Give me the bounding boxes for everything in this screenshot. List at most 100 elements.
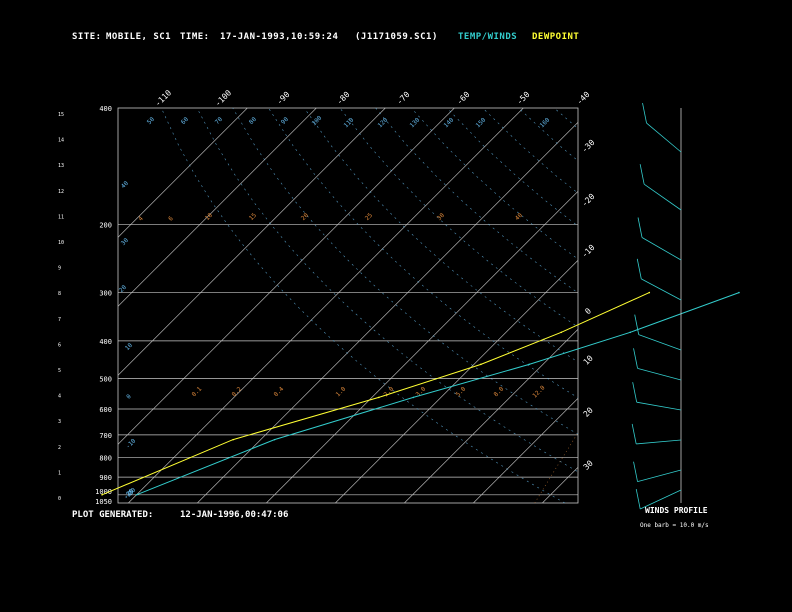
- winds-profile-title: WINDS PROFILE: [645, 506, 708, 515]
- mixing-ratio-label: 4: [137, 215, 145, 223]
- dewpoint-point: [232, 438, 234, 441]
- mixing-ratio-label: 6: [167, 215, 175, 223]
- pressure-label: 400: [99, 338, 112, 346]
- mixing-ratio-label: 0.4: [273, 385, 286, 398]
- dry-adiabat-label: 90: [280, 116, 290, 126]
- wind-barb-flag: [634, 314, 640, 335]
- winds-profile: [631, 102, 682, 510]
- dry-adiabat-line: [268, 108, 578, 399]
- altitude-tick-label: 13: [58, 163, 64, 169]
- wind-barb-shaft: [646, 122, 682, 153]
- isotherm-line: [118, 108, 317, 307]
- dry-adiabat-line: [232, 108, 578, 435]
- dry-adiabat-label: 120: [377, 116, 390, 129]
- altitude-tick-label: 5: [58, 368, 61, 374]
- isotherm-line: [680, 108, 792, 503]
- altitude-tick-label: 15: [58, 112, 64, 118]
- dry-adiabat-label: 50: [146, 116, 156, 126]
- wind-barb-shaft: [636, 401, 682, 411]
- right-temp-tick-label: 30: [582, 459, 595, 472]
- isotherm-line: [118, 108, 248, 238]
- right-temp-tick-label: 0: [583, 306, 593, 316]
- dewpoint-point: [378, 396, 380, 399]
- dry-adiabat-label: 130: [409, 116, 422, 129]
- altitude-tick-label: 12: [58, 189, 64, 195]
- right-temp-tick-label: -10: [580, 243, 597, 260]
- top-temp-tick-label: -100: [213, 88, 233, 108]
- wind-barb-flag: [635, 488, 641, 510]
- altitude-tick-label: 0: [58, 496, 61, 502]
- dry-adiabat-label: 10: [124, 342, 134, 352]
- dry-adiabat-label: 80: [248, 116, 258, 126]
- mixing-ratio-label: 1.0: [335, 385, 348, 398]
- pressure-label: 900: [99, 474, 112, 482]
- dewpoint-line: [101, 292, 650, 496]
- top-temp-tick-label: -60: [455, 90, 472, 107]
- top-temp-tick-label: -80: [335, 90, 352, 107]
- wind-barb-flag: [639, 164, 645, 185]
- isotherm-line: [128, 108, 524, 503]
- dewpoint-series: [101, 291, 651, 496]
- plot-generated-value: 12-JAN-1996,00:47:06: [180, 510, 289, 520]
- dry-adiabat-line: [161, 108, 566, 503]
- mixing-ratio-label: 8.0: [493, 385, 506, 398]
- pressure-label: 300: [99, 290, 112, 298]
- isotherm-line: [542, 466, 578, 503]
- dry-adiabat-line: [303, 108, 578, 363]
- top-temp-tick-label: -110: [153, 88, 173, 108]
- altitude-tick-label: 10: [58, 240, 64, 246]
- pressure-label: 700: [99, 432, 112, 440]
- mixing-ratio-label: 2.0: [383, 385, 396, 398]
- winds-profile-note: One barb = 10.0 m/s: [640, 522, 709, 529]
- dry-adiabat-label: 150: [475, 116, 488, 129]
- dry-adiabat-label: -10: [125, 437, 138, 450]
- pressure-label: 600: [99, 406, 112, 414]
- plot-frame: [117, 107, 579, 504]
- wind-barb-shaft: [637, 469, 682, 483]
- dry-adiabat-label: 0: [125, 393, 133, 401]
- dry-adiabat-line: [411, 108, 578, 260]
- altitude-tick-label: 14: [58, 138, 64, 144]
- wind-barb-shaft: [637, 367, 682, 381]
- mixing-ratio-line: [534, 432, 578, 503]
- right-temp-tick-label: -20: [580, 192, 597, 209]
- temperature-point: [738, 291, 740, 294]
- dewpoint-point: [560, 331, 563, 334]
- altitude-tick-label: 3: [58, 419, 61, 425]
- dry-adiabat-line: [697, 108, 792, 503]
- mixing-ratio-label: 0.1: [191, 385, 204, 398]
- dry-adiabat-label: 60: [180, 116, 190, 126]
- altitude-tick-label: 11: [58, 214, 64, 220]
- site-label: SITE:: [72, 32, 102, 42]
- mixing-ratio-label: 5.0: [455, 385, 468, 398]
- wind-barb-flag: [632, 382, 638, 403]
- legend-dewpoint: DEWPOINT: [532, 32, 580, 42]
- mixing-ratio-label: 0.2: [231, 385, 244, 398]
- dry-adiabat-label: 70: [214, 116, 224, 126]
- altitude-tick-label: 1: [58, 470, 61, 476]
- isotherm-line: [266, 190, 578, 503]
- pressure-label: 400: [99, 105, 112, 113]
- top-temp-tick-label: -40: [575, 90, 592, 107]
- temperature-point: [412, 396, 415, 399]
- chart-labels: 4002003004005006007008009001000105015141…: [58, 88, 597, 506]
- right-temp-tick-label: -30: [580, 138, 597, 155]
- mixing-ratio-line: [764, 345, 792, 503]
- dewpoint-point: [480, 363, 482, 366]
- pressure-label: 800: [99, 454, 112, 462]
- time-value: 17-JAN-1993,10:59:24: [220, 32, 339, 42]
- isotherm-line: [118, 108, 455, 445]
- isotherm-line: [335, 259, 578, 503]
- dry-adiabat-line: [769, 108, 792, 503]
- legend-temp-winds: TEMP/WINDS: [458, 32, 518, 42]
- mixing-ratio-label: 12.0: [531, 384, 546, 399]
- wind-barb-shaft: [641, 237, 682, 261]
- temperature-line: [136, 292, 740, 496]
- pressure-label: 1000: [95, 488, 112, 496]
- wind-barb-flag: [637, 217, 643, 238]
- altitude-tick-label: 4: [58, 394, 61, 400]
- isotherm-line: [118, 108, 386, 376]
- right-temp-tick-label: 20: [582, 406, 595, 419]
- dewpoint-point: [648, 291, 651, 294]
